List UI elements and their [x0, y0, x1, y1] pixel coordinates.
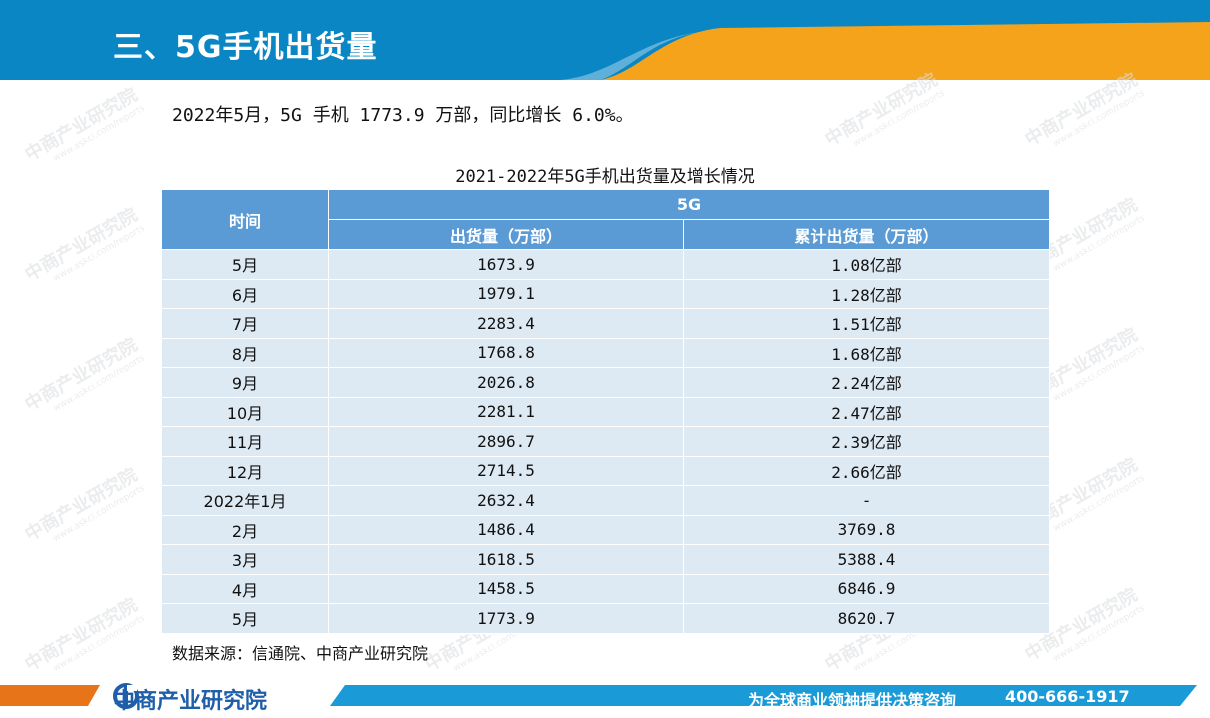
- watermark: 中商产业研究院 www.askci.com/reports: [21, 204, 147, 286]
- footer-slogan: 为全球商业领袖提供决策咨询: [748, 691, 957, 710]
- cell-shipments: 1458.5: [328, 573, 684, 604]
- cell-shipments: 1673.9: [328, 249, 684, 280]
- cell-cumulative: 2.24亿部: [682, 367, 1051, 398]
- summary-text: 2022年5月，5G 手机 1773.9 万部，同比增长 6.0%。: [172, 105, 634, 126]
- source-note: 数据来源：信通院、中商产业研究院: [172, 644, 429, 663]
- cell-time: 3月: [161, 544, 329, 575]
- table-row: 2月 1486.4 3769.8: [161, 514, 1051, 545]
- footer-graphic: [0, 685, 1197, 706]
- cell-cumulative: 2.66亿部: [682, 455, 1051, 486]
- cell-cumulative: 2.47亿部: [682, 396, 1051, 427]
- cell-shipments: 2281.1: [328, 396, 684, 427]
- cell-shipments: 1773.9: [328, 603, 684, 634]
- cell-time: 2022年1月: [161, 485, 329, 516]
- footer-band: 中商产业研究院 为全球商业领袖提供决策咨询 400-666-1917: [0, 680, 1210, 718]
- cell-time: 8月: [161, 337, 329, 368]
- cell-cumulative: 1.51亿部: [682, 308, 1051, 339]
- header-band: 三、5G手机出货量: [0, 0, 1210, 80]
- cell-time: 12月: [161, 455, 329, 486]
- shipment-table: 时间 5G 出货量（万部） 累计出货量（万部） 5月 1673.9 1.08亿部 6月…: [161, 189, 1051, 634]
- cell-shipments: 1768.8: [328, 337, 684, 368]
- footer-phone: 400-666-1917: [1005, 687, 1130, 706]
- logo-icon: [113, 683, 139, 709]
- table-row: 9月 2026.8 2.24亿部: [161, 367, 1051, 398]
- table-row: 4月 1458.5 6846.9: [161, 573, 1051, 604]
- column-header-time: 时间: [161, 189, 329, 250]
- table-body: 5月 1673.9 1.08亿部 6月 1979.1 1.28亿部 7月 2283.4 1.51…: [161, 249, 1051, 634]
- cell-time: 11月: [161, 426, 329, 457]
- watermark: 中商产业研究院 www.askci.com/reports: [21, 334, 147, 416]
- company-logo: 中商产业研究院: [113, 683, 267, 715]
- watermark: 中商产业研究院 www.askci.com/reports: [21, 84, 147, 166]
- table-row: 5月 1773.9 8620.7: [161, 603, 1051, 634]
- cell-cumulative: 3769.8: [682, 514, 1051, 545]
- cell-cumulative: 6846.9: [682, 573, 1051, 604]
- cell-cumulative: 1.68亿部: [682, 337, 1051, 368]
- cell-shipments: 1618.5: [328, 544, 684, 575]
- cell-cumulative: 1.08亿部: [682, 249, 1051, 280]
- table-row: 10月 2281.1 2.47亿部: [161, 396, 1051, 427]
- cell-cumulative: 1.28亿部: [682, 278, 1051, 309]
- cell-cumulative: 8620.7: [682, 603, 1051, 634]
- header-graphic: [0, 0, 1210, 80]
- table-row: 3月 1618.5 5388.4: [161, 544, 1051, 575]
- cell-time: 10月: [161, 396, 329, 427]
- table-title: 2021-2022年5G手机出货量及增长情况: [455, 167, 755, 187]
- table-subheader-row: 出货量（万部） 累计出货量（万部）: [162, 219, 1051, 250]
- cell-shipments: 2714.5: [328, 455, 684, 486]
- watermark: 中商产业研究院 www.askci.com/reports: [21, 464, 147, 546]
- cell-time: 6月: [161, 278, 329, 309]
- column-header-cumulative: 累计出货量（万部）: [682, 219, 1051, 250]
- table-row: 7月 2283.4 1.51亿部: [161, 308, 1051, 339]
- table-row: 5月 1673.9 1.08亿部: [161, 249, 1051, 280]
- table-row: 8月 1768.8 1.68亿部: [161, 337, 1051, 368]
- cell-cumulative: 2.39亿部: [682, 426, 1051, 457]
- watermark: 中商产业研究院 www.askci.com/reports: [21, 594, 147, 676]
- cell-shipments: 2026.8: [328, 367, 684, 398]
- cell-time: 5月: [161, 603, 329, 634]
- cell-cumulative: 5388.4: [682, 544, 1051, 575]
- table-row: 11月 2896.7 2.39亿部: [161, 426, 1051, 457]
- table-header-row: 时间 5G: [161, 189, 1051, 250]
- cell-cumulative: -: [682, 485, 1051, 516]
- cell-shipments: 1486.4: [328, 514, 684, 545]
- table-row: 2022年1月 2632.4-: [161, 485, 1051, 516]
- cell-time: 2月: [161, 514, 329, 545]
- cell-time: 7月: [161, 308, 329, 339]
- cell-shipments: 2283.4: [328, 308, 684, 339]
- cell-time: 9月: [161, 367, 329, 398]
- table-row: 12月 2714.5 2.66亿部: [161, 455, 1051, 486]
- column-header-shipments: 出货量（万部）: [328, 219, 684, 250]
- table-row: 6月 1979.1 1.28亿部: [161, 278, 1051, 309]
- cell-time: 4月: [161, 573, 329, 604]
- group-header-5g: 5G: [327, 189, 1051, 220]
- page-title: 三、5G手机出货量: [113, 30, 378, 65]
- cell-time: 5月: [161, 249, 329, 280]
- cell-shipments: 2632.4: [328, 485, 684, 516]
- cell-shipments: 2896.7: [328, 426, 684, 457]
- cell-shipments: 1979.1: [328, 278, 684, 309]
